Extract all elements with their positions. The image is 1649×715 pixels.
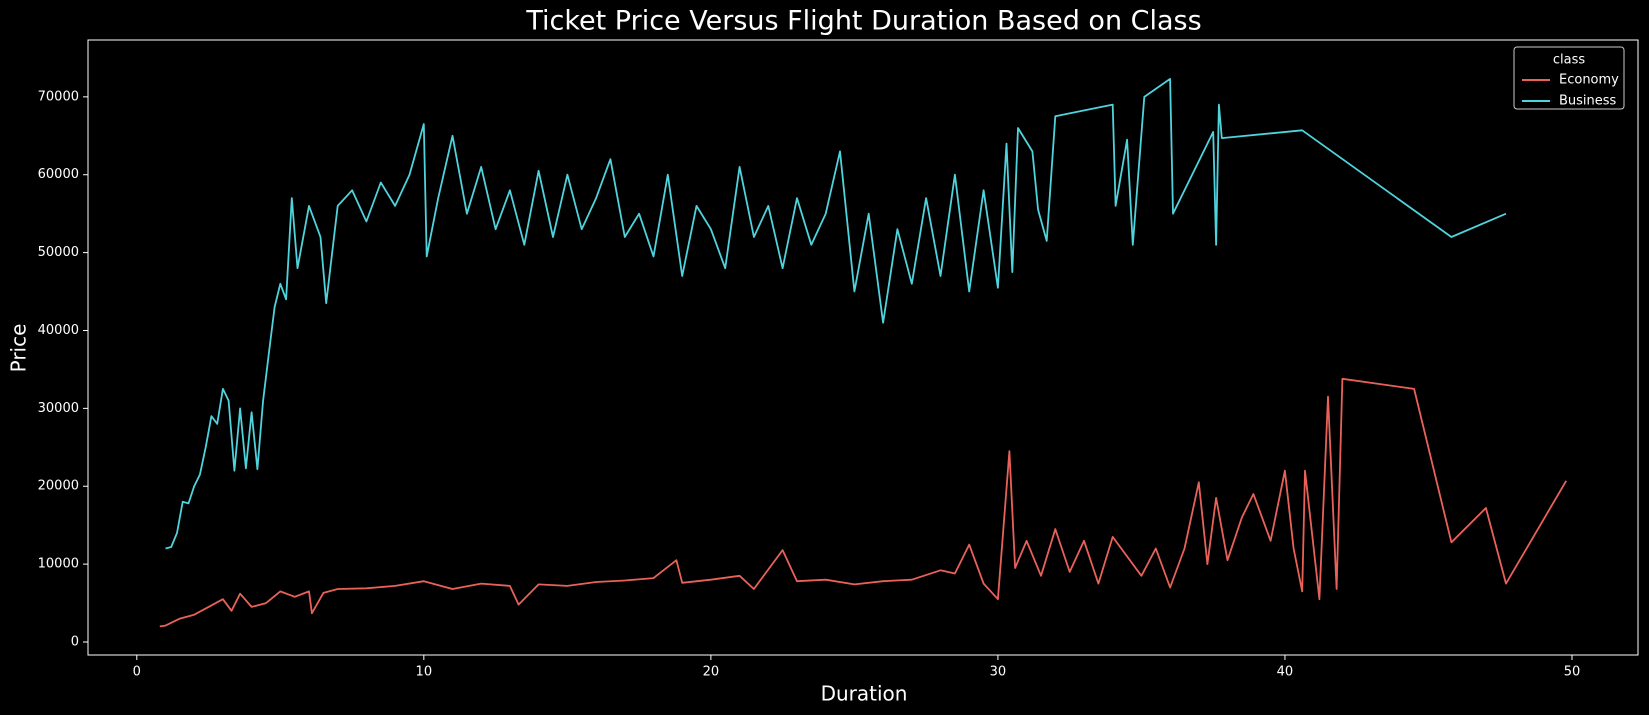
legend-label: Business: [1559, 94, 1617, 109]
y-tick-label: 70000: [38, 89, 79, 104]
y-tick-label: 50000: [38, 245, 79, 260]
x-tick-label: 30: [990, 665, 1007, 680]
legend-box: [1513, 46, 1625, 110]
y-tick-label: 10000: [38, 557, 79, 572]
plot-frame: [87, 39, 1639, 656]
x-tick-label: 0: [133, 665, 141, 680]
legend-label: Economy: [1559, 73, 1619, 88]
y-axis-label: Price: [7, 324, 31, 373]
line: [165, 78, 1507, 550]
x-tick-label: 50: [1564, 665, 1581, 680]
x-tick-label: 20: [703, 665, 720, 680]
line: [159, 377, 1567, 628]
y-tick-label: 0: [71, 634, 79, 649]
x-axis-label: Duration: [821, 682, 908, 706]
x-tick-label: 10: [416, 665, 433, 680]
y-tick-label: 40000: [38, 323, 79, 338]
y-tick-label: 30000: [38, 401, 79, 416]
x-tick-label: 40: [1277, 665, 1294, 680]
chart-title: Ticket Price Versus Flight Duration Base…: [525, 6, 1201, 37]
y-tick-label: 20000: [38, 479, 79, 494]
y-tick-label: 60000: [38, 167, 79, 182]
legend-title: class: [1553, 53, 1585, 68]
